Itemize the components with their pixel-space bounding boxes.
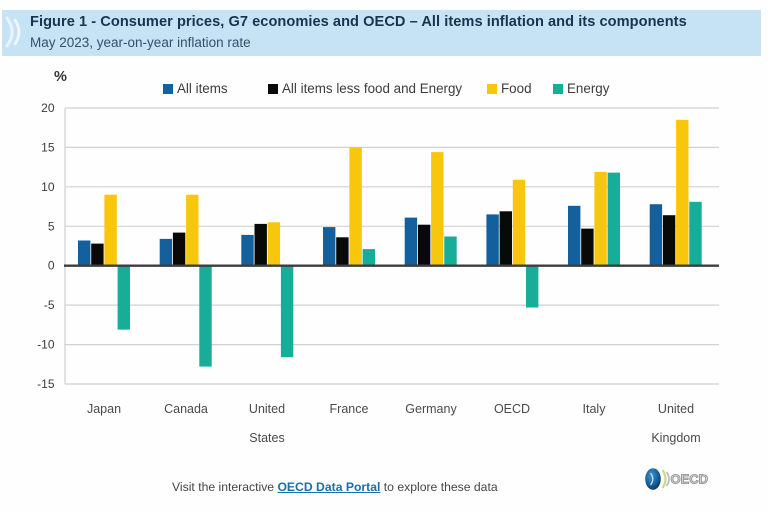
svg-text:15: 15 [41,140,55,154]
svg-text:20: 20 [41,101,55,115]
svg-text:-5: -5 [44,298,55,312]
svg-text:OECD: OECD [671,472,709,487]
svg-text:10: 10 [41,180,55,194]
svg-text:-10: -10 [37,338,55,352]
svg-text:-15: -15 [37,377,55,391]
svg-text:5: 5 [48,219,55,233]
svg-text:0: 0 [48,259,55,273]
